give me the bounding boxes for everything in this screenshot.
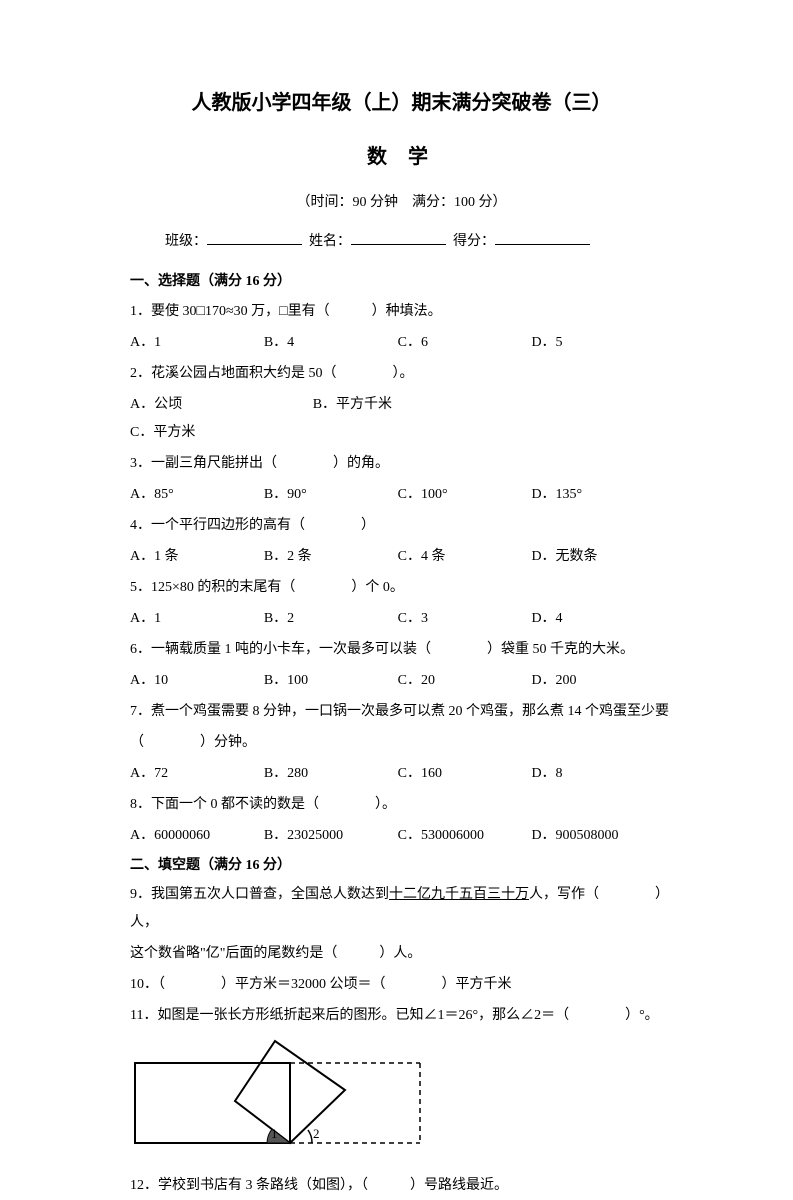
q4-option-d: D．无数条 <box>531 543 661 571</box>
q7-option-a: A．72 <box>130 760 260 788</box>
q2-option-c: C．平方米 <box>130 419 309 447</box>
q4-options: A．1 条 B．2 条 C．4 条 D．无数条 <box>130 543 673 571</box>
q3-text: 3．一副三角尺能拼出（ ）的角。 <box>130 450 673 478</box>
q12-text: 12．学校到书店有 3 条路线（如图），（ ）号路线最近。 <box>130 1172 673 1200</box>
q10-text: 10．（ ）平方米＝32000 公顷＝（ ）平方千米 <box>130 971 673 999</box>
q5-option-c: C．3 <box>398 605 528 633</box>
q5-option-a: A．1 <box>130 605 260 633</box>
q3-option-a: A．85° <box>130 481 260 509</box>
q4-option-a: A．1 条 <box>130 543 260 571</box>
q1-option-a: A．1 <box>130 329 260 357</box>
q1-options: A．1 B．4 C．6 D．5 <box>130 329 673 357</box>
q2-options: A．公顷 B．平方千米 C．平方米 <box>130 391 673 447</box>
class-blank[interactable] <box>207 227 302 245</box>
subject-title: 数 学 <box>130 139 673 175</box>
q7-option-c: C．160 <box>398 760 528 788</box>
q7-text1: 7．煮一个鸡蛋需要 8 分钟，一口锅一次最多可以煮 20 个鸡蛋，那么煮 14 … <box>130 698 673 726</box>
svg-text:1: 1 <box>271 1126 278 1141</box>
q7-options: A．72 B．280 C．160 D．8 <box>130 760 673 788</box>
q11-figure: 1 2 <box>130 1038 673 1162</box>
name-label: 姓名： <box>309 234 351 249</box>
q6-option-d: D．200 <box>531 667 661 695</box>
section2-header: 二、填空题（满分 16 分） <box>130 853 673 878</box>
q6-option-a: A．10 <box>130 667 260 695</box>
q1-option-b: B．4 <box>264 329 394 357</box>
q8-option-b: B．23025000 <box>264 822 394 850</box>
svg-text:2: 2 <box>313 1126 320 1141</box>
exam-title: 人教版小学四年级（上）期末满分突破卷（三） <box>130 85 673 121</box>
q8-option-d: D．900508000 <box>531 822 661 850</box>
q1-option-d: D．5 <box>531 329 661 357</box>
q9-underlined: 十二亿九千五百三十万 <box>389 887 529 902</box>
q2-option-b: B．平方千米 <box>313 391 492 419</box>
q4-option-c: C．4 条 <box>398 543 528 571</box>
q1-text: 1．要使 30□170≈30 万，□里有（ ）种填法。 <box>130 298 673 326</box>
section1-header: 一、选择题（满分 16 分） <box>130 269 673 294</box>
q3-options: A．85° B．90° C．100° D．135° <box>130 481 673 509</box>
class-label: 班级： <box>165 234 207 249</box>
q6-option-c: C．20 <box>398 667 528 695</box>
name-blank[interactable] <box>351 227 446 245</box>
q8-option-c: C．530006000 <box>398 822 528 850</box>
q11-text: 11．如图是一张长方形纸折起来后的图形。已知∠1＝26°，那么∠2＝（ ）°。 <box>130 1002 673 1030</box>
q4-option-b: B．2 条 <box>264 543 394 571</box>
folded-rectangle-icon: 1 2 <box>130 1038 430 1153</box>
q6-options: A．10 B．100 C．20 D．200 <box>130 667 673 695</box>
q6-text: 6．一辆载质量 1 吨的小卡车，一次最多可以装（ ）袋重 50 千克的大米。 <box>130 636 673 664</box>
q5-option-d: D．4 <box>531 605 661 633</box>
q7-option-d: D．8 <box>531 760 661 788</box>
time-info: （时间：90 分钟 满分：100 分） <box>130 190 673 215</box>
q9-line1: 9．我国第五次人口普查，全国总人数达到十二亿九千五百三十万人，写作（ ）人， <box>130 881 673 937</box>
q6-option-b: B．100 <box>264 667 394 695</box>
q2-option-a: A．公顷 <box>130 391 309 419</box>
score-label: 得分： <box>453 234 495 249</box>
q4-text: 4．一个平行四边形的高有（ ） <box>130 512 673 540</box>
q7-text2: （ ）分钟。 <box>130 729 673 757</box>
q5-text: 5．125×80 的积的末尾有（ ）个 0。 <box>130 574 673 602</box>
q5-option-b: B．2 <box>264 605 394 633</box>
q7-option-b: B．280 <box>264 760 394 788</box>
q3-option-b: B．90° <box>264 481 394 509</box>
q1-option-c: C．6 <box>398 329 528 357</box>
q8-option-a: A．60000060 <box>130 822 260 850</box>
q3-option-d: D．135° <box>531 481 661 509</box>
student-info: 班级： 姓名： 得分： <box>130 227 673 254</box>
score-blank[interactable] <box>495 227 590 245</box>
q5-options: A．1 B．2 C．3 D．4 <box>130 605 673 633</box>
q8-options: A．60000060 B．23025000 C．530006000 D．9005… <box>130 822 673 850</box>
q2-text: 2．花溪公园占地面积大约是 50（ ）。 <box>130 360 673 388</box>
q9-text1: 9．我国第五次人口普查，全国总人数达到 <box>130 887 389 902</box>
q9-line2: 这个数省略"亿"后面的尾数约是（ ）人。 <box>130 940 673 968</box>
q8-text: 8．下面一个 0 都不读的数是（ ）。 <box>130 791 673 819</box>
q3-option-c: C．100° <box>398 481 528 509</box>
